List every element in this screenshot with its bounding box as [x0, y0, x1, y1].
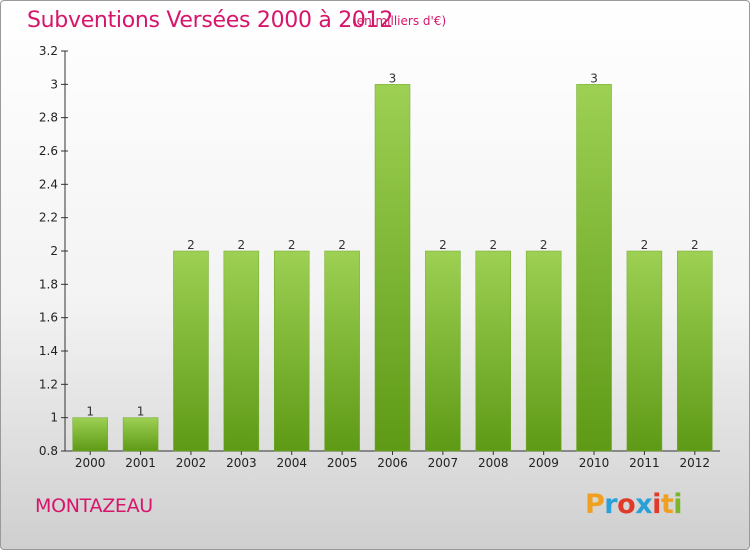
y-tick-label: 0.8 [39, 444, 58, 458]
bar-2011 [626, 250, 663, 452]
x-tick-label: 2009 [528, 456, 559, 470]
y-tick-label: 1.6 [39, 311, 58, 325]
bar-value-label: 1 [86, 405, 94, 419]
proxiti-logo: Proxiti [585, 489, 683, 520]
y-tick-label: 3 [50, 77, 58, 91]
bar-2012 [677, 250, 713, 452]
logo-letter: r [604, 489, 618, 520]
x-tick-label: 2001 [125, 456, 156, 470]
x-tick-label: 2011 [629, 456, 660, 470]
bar-2003 [223, 250, 260, 452]
bar-2009 [525, 250, 562, 452]
commune-name: MONTAZEAU [35, 495, 153, 517]
y-axis: 0.8 1 1.2 1.4 1.6 1.8 2 2.2 2.4 2.6 2.8 3 3.2 [39, 44, 68, 458]
y-tick-label: 1.2 [39, 377, 58, 391]
x-tick-label: 2008 [478, 456, 509, 470]
bar-2004 [273, 250, 310, 452]
bar-2007 [425, 250, 461, 452]
logo-letter: x [635, 489, 653, 520]
logo-letter: i [652, 489, 661, 520]
logo-letter: i [673, 489, 683, 520]
bar-value-label: 2 [540, 238, 548, 252]
x-tick-label: 2004 [276, 456, 307, 470]
bar-value-label: 3 [590, 71, 598, 85]
bar-2001 [122, 417, 159, 452]
bar-2006 [374, 84, 411, 452]
x-tick-label: 2006 [377, 456, 408, 470]
y-tick-label: 2.8 [39, 111, 58, 125]
bar-value-label: 1 [137, 405, 145, 419]
bar-value-label: 2 [338, 238, 346, 252]
y-tick-label: 2.6 [39, 144, 58, 158]
bar-value-label: 2 [238, 238, 246, 252]
chart-title: Subventions Versées 2000 à 2012 [27, 8, 394, 33]
bar-2010 [576, 84, 612, 452]
bar-2000 [72, 417, 108, 452]
bar-2002 [173, 250, 209, 452]
chart-unit-label: (en milliers d'€) [352, 14, 447, 28]
x-axis: 2000 2001 2002 2003 2004 2005 2006 2007 2008 2009… [65, 450, 720, 470]
x-tick-label: 2010 [579, 456, 610, 470]
y-tick-label: 3.2 [39, 44, 58, 58]
y-tick-label: 2.2 [39, 211, 58, 225]
bar-value-label: 2 [187, 238, 195, 252]
y-tick-label: 1.4 [39, 344, 58, 358]
x-tick-label: 2005 [327, 456, 358, 470]
logo-letter: t [660, 489, 674, 520]
bar-value-label: 2 [288, 238, 296, 252]
bar-value-label: 2 [439, 238, 447, 252]
bar-value-label: 3 [389, 71, 397, 85]
y-tick-label: 1.8 [39, 277, 58, 291]
bars: 1 1 2 2 2 2 3 2 2 2 3 2 2 [72, 71, 713, 452]
x-tick-label: 2000 [75, 456, 106, 470]
y-tick-label: 2 [50, 244, 58, 258]
bar-value-label: 2 [691, 238, 699, 252]
bar-value-label: 2 [641, 238, 649, 252]
y-tick-label: 1 [50, 411, 58, 425]
logo-letter: P [585, 489, 605, 520]
logo-letter: o [617, 489, 636, 520]
x-tick-label: 2003 [226, 456, 257, 470]
x-tick-label: 2007 [428, 456, 459, 470]
y-tick-label: 2.4 [39, 177, 58, 191]
x-tick-label: 2012 [680, 456, 711, 470]
x-tick-label: 2002 [176, 456, 207, 470]
bar-value-label: 2 [489, 238, 497, 252]
bar-2005 [324, 250, 360, 452]
bar-2008 [475, 250, 512, 452]
